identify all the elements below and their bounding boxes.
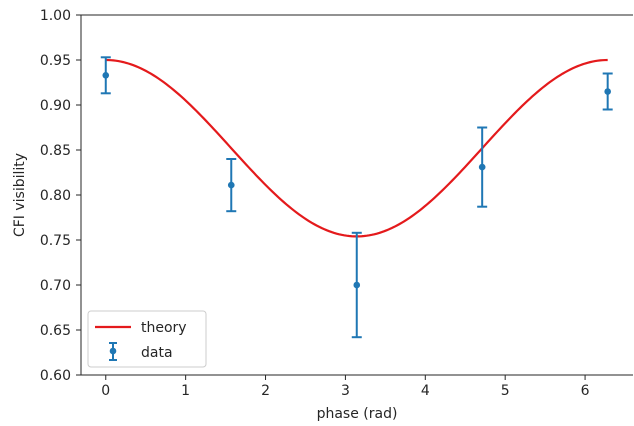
data-point <box>351 231 362 339</box>
x-tick-label: 3 <box>341 383 350 399</box>
x-tick-label: 5 <box>501 383 510 399</box>
legend-marker <box>109 347 117 355</box>
x-tick-label: 0 <box>101 383 110 399</box>
data-point <box>477 126 488 208</box>
x-tick-label: 2 <box>261 383 270 399</box>
data-point <box>226 158 237 213</box>
data-marker <box>478 163 486 171</box>
theory-line <box>105 58 608 238</box>
x-axis-label: phase (rad) <box>317 406 398 422</box>
legend-data-swatch <box>109 342 117 361</box>
data-point <box>602 72 613 111</box>
y-tick-label: 0.60 <box>40 368 71 384</box>
legend-theory-label: theory <box>141 320 187 336</box>
y-tick-label: 0.90 <box>40 98 71 114</box>
y-tick-label: 1.00 <box>40 8 71 24</box>
data-marker <box>102 72 110 79</box>
y-tick-label: 0.95 <box>40 53 71 69</box>
y-tick-label: 0.75 <box>40 233 71 249</box>
y-axis-label: CFI visibility <box>12 153 28 237</box>
y-tick-label: 0.65 <box>40 323 71 339</box>
x-tick-label: 1 <box>181 383 190 399</box>
legend-data-label: data <box>141 345 173 361</box>
legend-frame <box>87 310 207 368</box>
legend: theory data <box>87 310 207 368</box>
x-tick-label: 4 <box>421 383 430 399</box>
data-marker <box>353 281 361 289</box>
data-point <box>100 56 111 95</box>
y-tick-label: 0.70 <box>40 278 71 294</box>
data-marker <box>227 181 235 189</box>
y-tick-label: 0.85 <box>40 143 71 159</box>
y-tick-label: 0.80 <box>40 188 71 204</box>
x-tick-label: 6 <box>581 383 590 399</box>
data-marker <box>604 88 611 95</box>
